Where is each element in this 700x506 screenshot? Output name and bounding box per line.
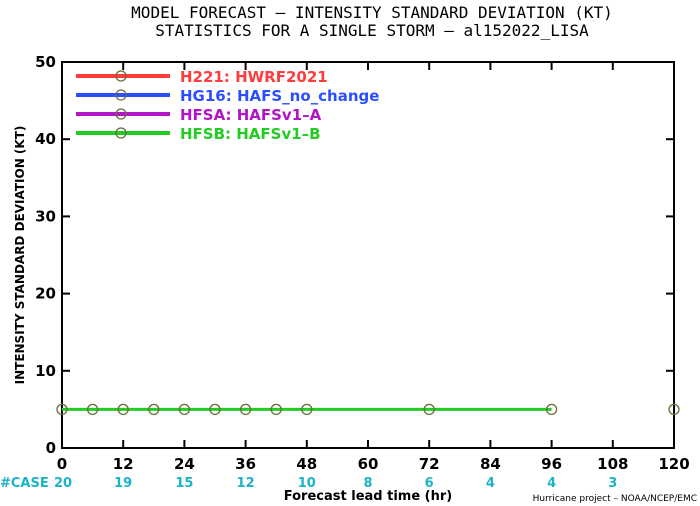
data-point — [56, 403, 68, 416]
x-tick-label: 48 — [296, 455, 317, 473]
chart-subtitle: STATISTICS FOR A SINGLE STORM – al152022… — [155, 21, 589, 40]
legend-label: H221: HWRF2021 — [180, 68, 328, 86]
legend-label: HFSB: HAFSv1–B — [180, 125, 321, 143]
x-axis-label: Forecast lead time (hr) — [284, 489, 452, 504]
data-point — [239, 403, 252, 416]
y-tick-label: 20 — [35, 285, 56, 303]
y-tick-label: 40 — [35, 130, 56, 148]
legend-marker — [115, 127, 127, 139]
case-count: 10 — [298, 476, 316, 491]
data-point — [86, 403, 99, 416]
data-point — [270, 403, 282, 416]
data-point — [209, 403, 221, 416]
case-count: 15 — [175, 476, 193, 491]
x-tick-label: 0 — [57, 455, 67, 473]
x-tick-label: 60 — [358, 455, 379, 473]
y-axis-label: INTENSITY STANDARD DEVIATION (KT) — [13, 126, 27, 385]
x-tick-label: 24 — [174, 455, 195, 473]
y-tick-label: 10 — [35, 362, 56, 380]
case-count: 19 — [114, 476, 132, 491]
x-tick-label: 12 — [113, 455, 134, 473]
data-point — [545, 403, 558, 416]
y-tick-label: 0 — [46, 439, 56, 457]
data-point — [668, 403, 680, 416]
x-tick-label: 72 — [419, 455, 440, 473]
x-tick-label: 84 — [480, 455, 501, 473]
x-tick-label: 36 — [235, 455, 256, 473]
x-tick-label: 96 — [541, 455, 562, 473]
case-count-row: 20 19 15 12 10 8 6 4 4 3 — [54, 476, 617, 491]
series-layer — [56, 403, 680, 416]
data-point — [178, 403, 191, 416]
case-count-label: #CASE — [0, 476, 49, 491]
legend-label: HFSA: HAFSv1–A — [180, 106, 322, 124]
plot-frame — [61, 61, 675, 449]
case-count: 4 — [486, 476, 495, 491]
data-point — [423, 403, 435, 416]
legend-marker — [115, 70, 127, 82]
case-count: 8 — [363, 476, 372, 491]
legend-label: HG16: HAFS_no_change — [180, 87, 379, 105]
x-tick-label: 108 — [597, 455, 628, 473]
y-tick-label: 30 — [35, 207, 56, 225]
legend-marker — [115, 108, 127, 120]
case-count: 6 — [425, 476, 434, 491]
x-axis: 0 12 24 36 48 60 72 84 96 108 120 — [57, 62, 690, 473]
credit-text: Hurricane project – NOAA/NCEP/EMC — [533, 494, 697, 504]
chart-title: MODEL FORECAST – INTENSITY STANDARD DEVI… — [131, 3, 613, 22]
case-count: 20 — [54, 476, 72, 491]
y-axis: 0 10 20 30 40 50 — [35, 53, 674, 457]
y-tick-label: 50 — [35, 53, 56, 71]
data-point — [148, 403, 160, 416]
case-count: 12 — [237, 476, 255, 491]
x-tick-label: 120 — [658, 455, 689, 473]
case-count: 3 — [608, 476, 617, 491]
case-count: 4 — [547, 476, 556, 491]
legend-marker — [115, 89, 127, 101]
data-point — [117, 403, 129, 416]
data-point — [301, 403, 313, 416]
